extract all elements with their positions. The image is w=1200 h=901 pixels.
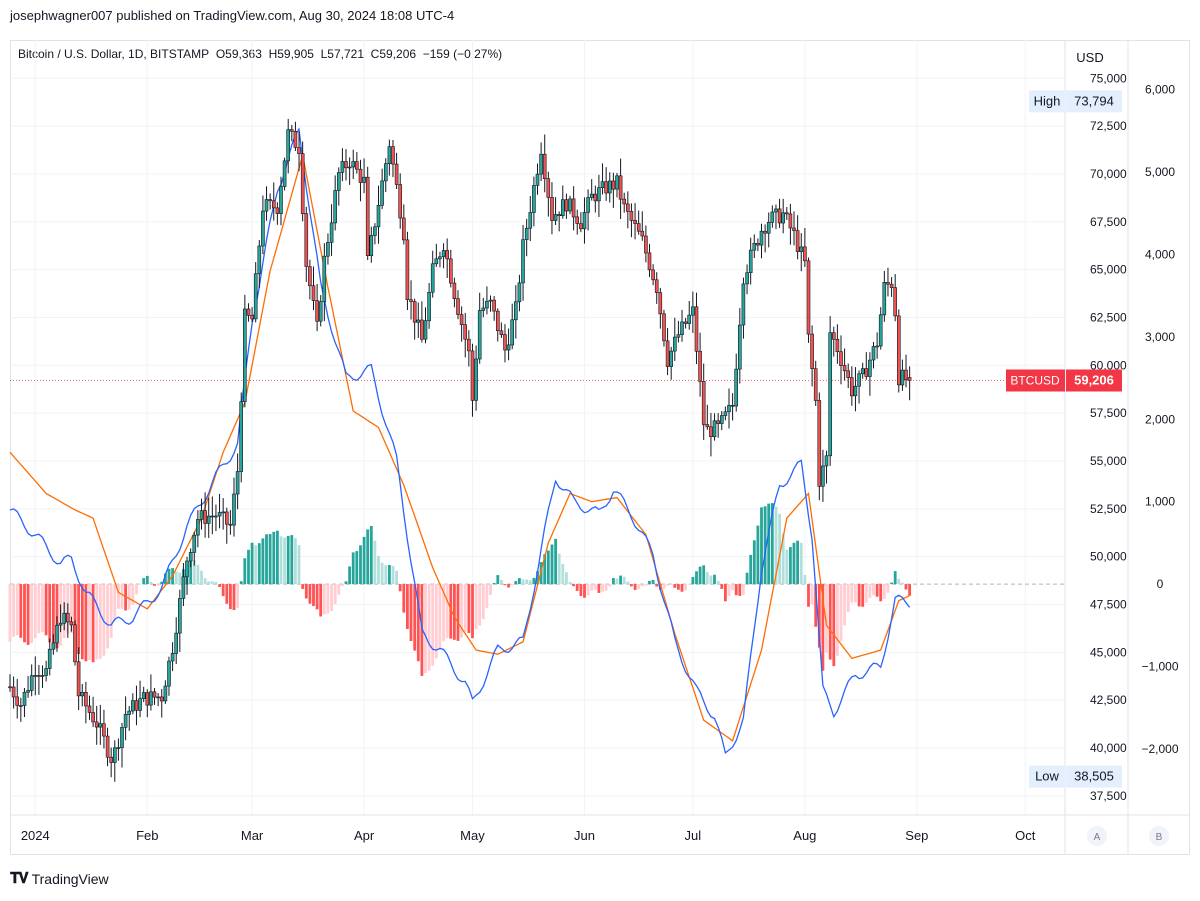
legend-low: L57,721: [320, 47, 364, 61]
legend-high: H59,905: [268, 47, 314, 61]
tradingview-logo-icon: 𝐓𝐕: [10, 870, 29, 887]
legend-open: O59,363: [215, 47, 262, 61]
footer-brand: TradingView: [31, 870, 109, 887]
symbol-legend: Bitcoin / U.S. Dollar, 1D, BITSTAMP O59,…: [18, 47, 502, 61]
legend-change: −159 (−0.27%): [422, 47, 503, 61]
tradingview-footer: 𝐓𝐕 TradingView: [10, 870, 109, 887]
legend-symbol: Bitcoin / U.S. Dollar, 1D, BITSTAMP: [18, 47, 210, 61]
chart-frame: [10, 40, 1190, 855]
publisher-caption: josephwagner007 published on TradingView…: [10, 8, 455, 23]
legend-close: C59,206: [370, 47, 417, 61]
